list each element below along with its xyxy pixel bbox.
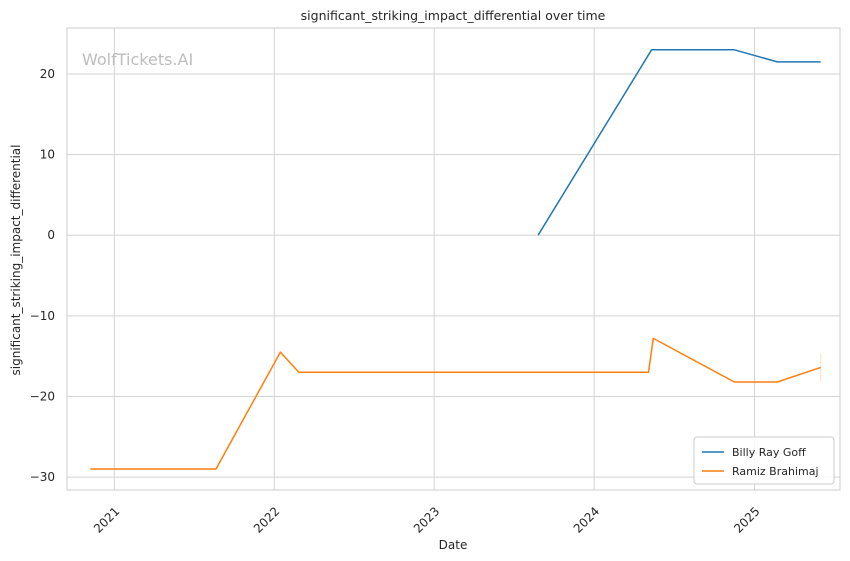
grid-lines	[67, 28, 840, 490]
y-tick-label: −10	[30, 309, 55, 323]
legend: Billy Ray Goff Ramiz Brahimaj	[693, 436, 835, 485]
plot-frame	[66, 27, 841, 491]
x-tick-label: 2025	[731, 504, 762, 535]
x-tick-label: 2023	[411, 504, 442, 535]
chart-title: significant_striking_impact_differential…	[301, 8, 606, 23]
legend-label: Billy Ray Goff	[732, 446, 806, 459]
legend-label: Ramiz Brahimaj	[732, 465, 819, 478]
series-line-2	[90, 337, 821, 470]
y-tick-label: 0	[47, 228, 55, 242]
watermark-layer: WolfTickets.AI	[82, 50, 193, 69]
x-tick-label: 2022	[251, 504, 282, 535]
series-lines	[90, 49, 822, 470]
watermark-text: WolfTickets.AI	[82, 50, 193, 69]
y-tick-label: 20	[40, 67, 55, 81]
series-line-1	[537, 49, 821, 236]
x-axis-title: Date	[439, 538, 468, 552]
x-tick-label: 2021	[91, 504, 122, 535]
x-tick-label: 2024	[571, 504, 602, 535]
y-tick-label: 10	[40, 148, 55, 162]
y-tick-label: −30	[30, 470, 55, 484]
legend-box	[693, 436, 835, 485]
y-tick-label: −20	[30, 389, 55, 403]
x-tick-labels: 2021 2022 2023 2024 2025	[91, 504, 763, 535]
y-tick-labels: 20 10 0 −10 −20 −30	[30, 67, 55, 484]
y-axis-title: significant_striking_impact_differential	[9, 145, 23, 376]
